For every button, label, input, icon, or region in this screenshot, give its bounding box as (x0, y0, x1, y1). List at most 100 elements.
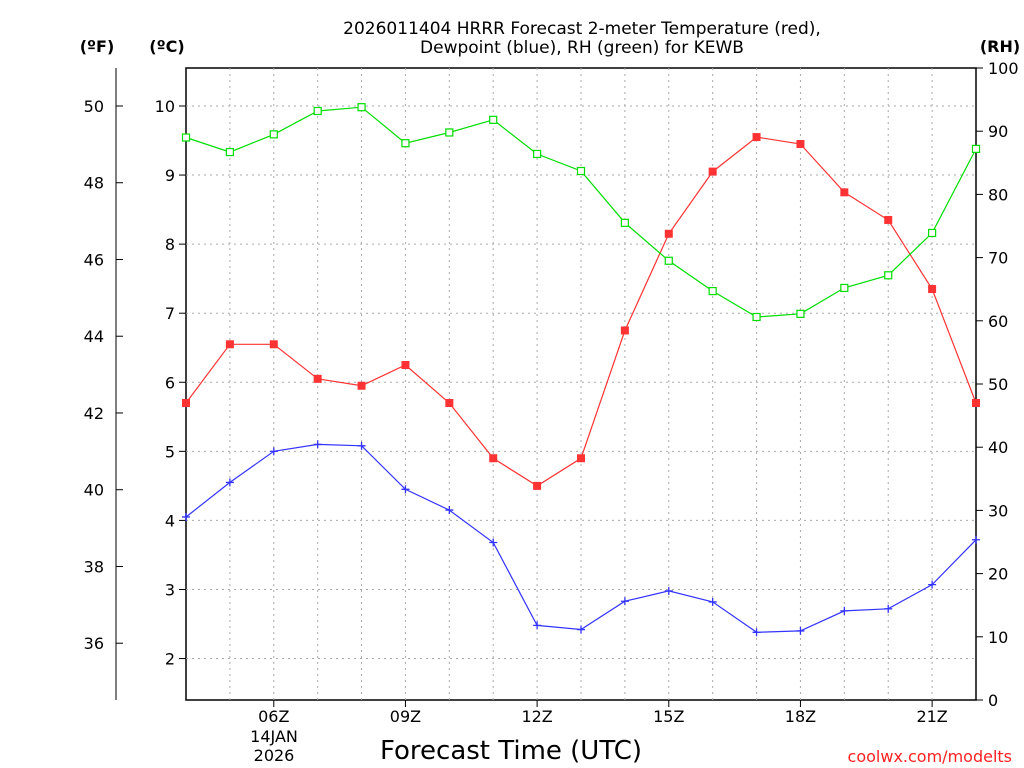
2-meter-temperature-point (577, 454, 585, 463)
relative-humidity-point (928, 228, 937, 238)
celsius-axis-unit: (ºC) (149, 37, 184, 56)
relative-humidity-point (313, 106, 322, 116)
rh-tick-label: 70 (988, 249, 1008, 268)
2-meter-temperature-point (225, 340, 234, 349)
2-meter-temperature-point (928, 285, 937, 294)
2-meter-temperature-point (708, 167, 717, 176)
dewpoint-point (401, 485, 410, 494)
celsius-tick-label: 7 (165, 304, 175, 323)
rh-tick-label: 30 (988, 501, 1008, 520)
fahrenheit-tick-label: 40 (84, 481, 104, 500)
dewpoint-point (972, 535, 980, 544)
celsius-tick-label: 10 (155, 97, 175, 116)
relative-humidity-point (971, 144, 981, 153)
fahrenheit-tick-label: 46 (84, 250, 104, 269)
2-meter-temperature-point (445, 398, 454, 407)
celsius-tick-label: 8 (165, 235, 175, 254)
rh-tick-label: 100 (988, 59, 1019, 78)
2-meter-temperature-point (182, 398, 190, 407)
dewpoint-point (664, 586, 673, 595)
2-meter-temperature-point (489, 454, 498, 463)
relative-humidity-point (576, 166, 586, 176)
rh-tick-label: 40 (988, 438, 1008, 457)
fahrenheit-tick-label: 50 (84, 97, 104, 116)
fahrenheit-tick-label: 48 (84, 174, 104, 193)
dewpoint-point (269, 447, 278, 456)
x-tick-label: 15Z (653, 707, 684, 726)
relative-humidity-point (796, 309, 805, 318)
relative-humidity-point (401, 139, 410, 148)
2-meter-temperature-point (752, 133, 761, 142)
dewpoint-point (225, 478, 234, 487)
celsius-tick-label: 9 (165, 166, 175, 185)
x-tick-label: 09Z (390, 707, 421, 726)
relative-humidity-point (357, 103, 366, 112)
relative-humidity-point (664, 256, 673, 265)
relative-humidity-point (225, 147, 234, 157)
fahrenheit-tick-label: 42 (84, 404, 104, 423)
dewpoint-point (884, 604, 893, 613)
gridlines (186, 68, 976, 700)
date-label-year: 2026 (254, 746, 295, 765)
celsius-tick-label: 4 (165, 511, 175, 530)
2-meter-temperature-point (313, 374, 322, 383)
date-label-day: 14JAN (250, 727, 298, 746)
plot-frame (185, 67, 977, 701)
x-tick-label: 12Z (521, 707, 552, 726)
relative-humidity-point (533, 149, 542, 159)
x-axis-title: Forecast Time (UTC) (380, 736, 642, 766)
relative-humidity-point (840, 283, 849, 293)
dewpoint-point (708, 597, 717, 606)
rh-tick-label: 10 (988, 628, 1008, 647)
relative-humidity-point (708, 286, 717, 296)
fahrenheit-tick-label: 36 (84, 634, 104, 653)
dewpoint-line (185, 443, 977, 633)
relative-humidity-point (884, 271, 893, 280)
relative-humidity-point (489, 115, 498, 124)
celsius-tick-label: 5 (165, 442, 175, 461)
fahrenheit-axis-unit: (ºF) (80, 37, 115, 56)
dewpoint-point (577, 625, 585, 634)
dewpoint-point (840, 606, 849, 615)
2-meter-temperature-point (840, 188, 849, 197)
chart-title-line-2: Dewpoint (blue), RH (green) for KEWB (420, 38, 744, 58)
dewpoint-point (313, 440, 322, 449)
relative-humidity-point (181, 133, 191, 142)
axis-ticks: 06Z 09Z 12Z 15Z 18Z 21Z 2 3 4 5 6 7 8 9 10 36 38 40 42 44 46… (84, 59, 1019, 726)
x-tick-label: 21Z (916, 707, 947, 726)
2-meter-temperature-point (796, 139, 805, 148)
rh-tick-label: 90 (988, 122, 1008, 141)
data-series (181, 103, 981, 637)
rh-axis-unit: (RH) (980, 37, 1020, 56)
2-meter-temperature-point (620, 326, 629, 335)
rh-tick-label: 50 (988, 375, 1008, 394)
celsius-tick-label: 2 (165, 650, 175, 669)
dewpoint-point (445, 506, 454, 515)
credit-text: coolwx.com/modelts (848, 747, 1012, 766)
dewpoint-point (182, 512, 190, 521)
2-meter-temperature-point (401, 361, 410, 370)
dewpoint-point (928, 580, 937, 589)
dewpoint-point (489, 538, 498, 547)
rh-tick-label: 80 (988, 185, 1008, 204)
2-meter-temperature-point (664, 229, 673, 238)
dewpoint-point (357, 441, 366, 450)
relative-humidity-point (752, 312, 761, 322)
2-meter-temperature-point (357, 381, 366, 390)
dewpoint-point (533, 621, 542, 630)
relative-humidity-point (620, 218, 629, 227)
2-meter-temperature-point (972, 398, 980, 407)
relative-humidity-point (269, 130, 278, 139)
rh-tick-label: 0 (988, 691, 998, 710)
dewpoint-point (752, 628, 761, 637)
rh-tick-label: 20 (988, 565, 1008, 584)
rh-tick-label: 60 (988, 312, 1008, 331)
x-tick-label: 18Z (785, 707, 816, 726)
2-meter-temperature-point (269, 340, 278, 349)
fahrenheit-tick-label: 38 (84, 557, 104, 576)
celsius-tick-label: 3 (165, 580, 175, 599)
2-meter-temperature-point (884, 215, 893, 224)
dewpoint-point (796, 626, 805, 635)
x-tick-label: 06Z (258, 707, 289, 726)
